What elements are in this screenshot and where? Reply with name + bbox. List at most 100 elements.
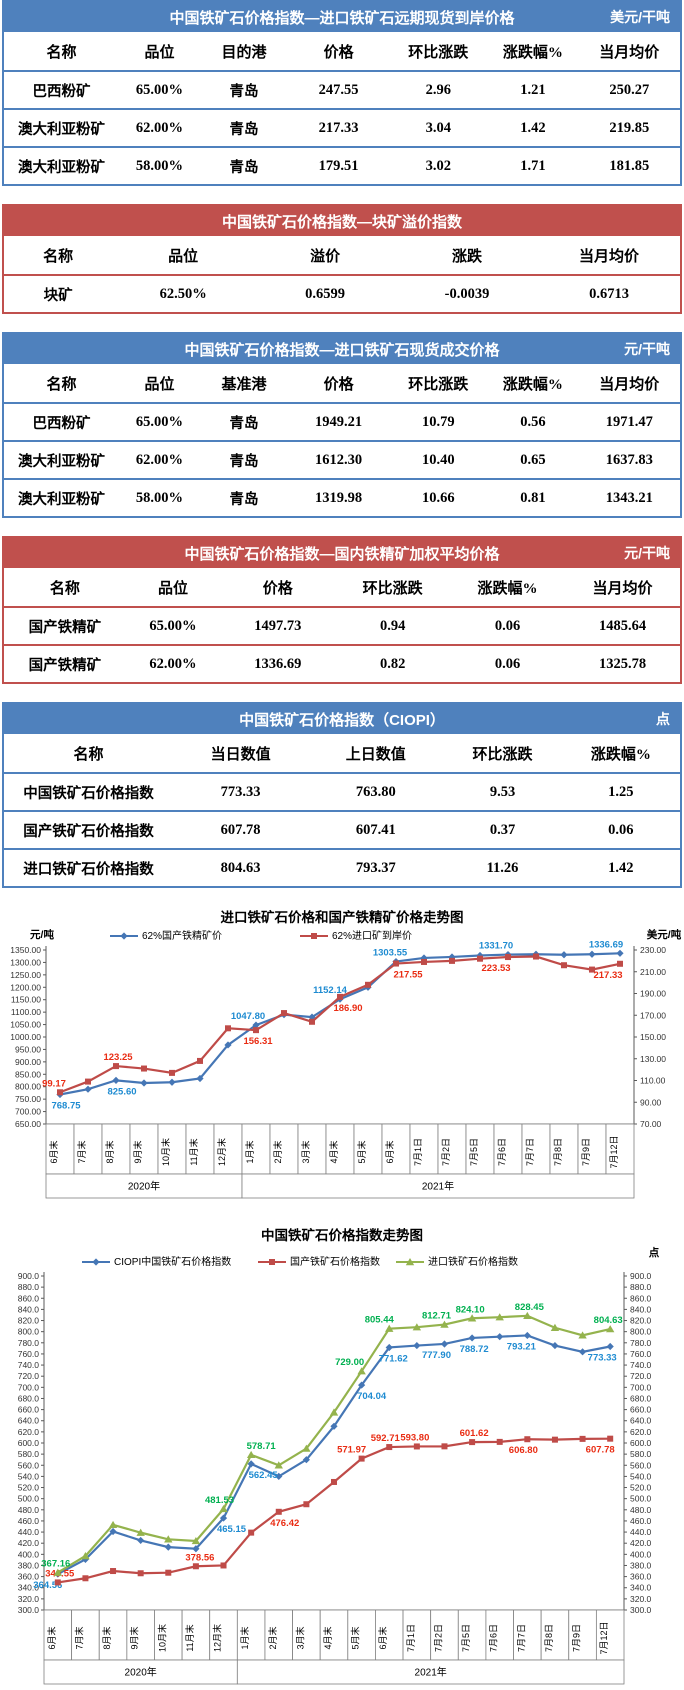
series-marker (469, 1439, 476, 1446)
price-table: 名称 品位 价格 环比涨跌 涨跌幅% 当月均价 国产铁精矿 65.00% 1497.73 0.94… (4, 568, 680, 682)
series-marker (440, 1320, 449, 1328)
right-axis-unit: 点 (649, 1246, 660, 1259)
table-domestic-concentrate-weighted-price: 中国铁矿石价格指数—国内铁精矿加权平均价格 元/干吨 名称 品位 价格 环比涨跌 涨跌幅% 当… (2, 536, 682, 684)
table-title: 中国铁矿石价格指数—块矿溢价指数 (221, 213, 462, 231)
series-marker (197, 1057, 203, 1064)
left-axis-tick-label: 780.0 (18, 1338, 40, 1348)
data-label: 481.53 (205, 1495, 234, 1506)
data-label: 186.90 (333, 1003, 362, 1014)
x-axis-label: 3月末 (294, 1626, 305, 1649)
table-cell: 62.00% (125, 644, 221, 682)
left-axis-tick-label: 640.0 (18, 1416, 40, 1426)
header-row: 名称 品位 目的港 价格 环比涨跌 涨跌幅% 当月均价 (4, 32, 680, 71)
series-marker (92, 1258, 100, 1266)
left-axis-tick-label: 340.0 (18, 1583, 40, 1593)
left-axis-tick-label: 900.00 (15, 1057, 41, 1067)
table-cell: 澳大利亚粉矿 (4, 146, 119, 184)
table-cell: 1949.21 (287, 402, 390, 441)
left-axis-tick-label: 650.00 (15, 1119, 41, 1129)
right-axis-tick-label: 480.0 (630, 1505, 652, 1515)
series-marker (137, 1536, 145, 1545)
series-marker (302, 1444, 311, 1452)
left-axis-tick-label: 1050.00 (10, 1020, 41, 1030)
table-cell: 10.40 (389, 440, 488, 479)
series-marker (82, 1575, 89, 1582)
left-axis-tick-label: 300.0 (18, 1605, 40, 1615)
data-label: 578.71 (247, 1441, 277, 1452)
table-cell: 607.78 (173, 810, 309, 849)
series-marker (137, 1570, 144, 1577)
x-axis-label: 5月末 (356, 1140, 367, 1163)
series-marker (467, 1314, 477, 1322)
x-axis-cell (437, 1123, 467, 1175)
data-label: 805.44 (365, 1315, 395, 1326)
right-axis-tick-label: 660.0 (630, 1405, 652, 1415)
table-cell: 巴西粉矿 (4, 70, 119, 109)
x-axis-cell (241, 1123, 271, 1175)
left-axis-tick-label: 700.0 (18, 1382, 40, 1392)
table-title-band: 中国铁矿石价格指数—进口铁矿石现货成交价格 元/干吨 (4, 334, 680, 364)
legend-label: CIOPI中国铁矿石价格指数 (114, 1255, 231, 1268)
right-axis-tick-label: 170.00 (640, 1010, 666, 1020)
series-marker (533, 953, 539, 960)
price-table: 名称 品位 溢价 涨跌 当月均价 块矿 62.50% 0.6599 -0.0039 0.6713 (4, 236, 680, 312)
left-axis-tick-label: 1350.00 (10, 945, 41, 955)
series-marker (84, 1085, 92, 1093)
x-axis-label: 7月8日 (553, 1138, 563, 1166)
right-axis-tick-label: 540.0 (630, 1471, 652, 1481)
series-marker (311, 933, 317, 939)
series-marker (421, 958, 427, 965)
table-row: 国产铁精矿 62.00% 1336.69 0.82 0.06 1325.78 (4, 644, 680, 682)
column-header: 品位 (144, 376, 175, 393)
table-cell: 国产铁精矿 (4, 644, 126, 682)
x-axis-cell (129, 1123, 159, 1175)
x-axis-label: 7月2日 (433, 1624, 443, 1652)
column-header: 价格 (323, 376, 354, 393)
right-axis-tick-label: 760.0 (630, 1349, 652, 1359)
table-title-band: 中国铁矿石价格指数（CIOPI） 点 (4, 704, 680, 734)
legend-label: 62%进口矿到岸价 (332, 929, 412, 942)
table-cell: 793.37 (308, 848, 444, 886)
table-row: 澳大利亚粉矿 58.00% 青岛 179.51 3.02 1.71 181.85 (4, 146, 680, 184)
series-marker (496, 1438, 503, 1445)
table-cell: 607.41 (308, 810, 444, 849)
series-marker (449, 957, 455, 964)
column-header: 上日数值 (345, 746, 406, 763)
series-marker (468, 1334, 476, 1342)
table-row: 进口铁矿石价格指数 804.63 793.37 11.26 1.42 (4, 848, 680, 886)
table-cell: 青岛 (200, 108, 288, 147)
series-line (59, 952, 621, 1096)
left-axis-tick-label: 1150.00 (11, 995, 41, 1005)
series-marker (505, 954, 511, 961)
legend-item: 国产铁矿石价格指数 (258, 1255, 380, 1268)
x-axis-label: 7月9日 (581, 1138, 591, 1166)
series-line (59, 955, 621, 1094)
series-marker (269, 1259, 275, 1265)
series-marker (253, 1027, 259, 1034)
column-header: 名称 (46, 376, 77, 393)
data-label: 825.60 (107, 1086, 136, 1097)
left-axis-tick-label: 580.0 (18, 1449, 40, 1459)
series-marker (523, 1311, 532, 1320)
data-label: 607.78 (586, 1445, 615, 1456)
data-label: 601.62 (460, 1428, 489, 1439)
table-cell: 澳大利亚粉矿 (4, 478, 119, 516)
series-marker (252, 1021, 260, 1029)
x-axis-label: 7月1日 (406, 1624, 416, 1652)
left-axis-tick-label: 1100.00 (11, 1007, 41, 1017)
left-axis-tick-label: 800.0 (18, 1327, 40, 1337)
series-marker (607, 1435, 614, 1442)
table-row: 块矿 62.50% 0.6599 -0.0039 0.6713 (4, 274, 680, 312)
right-axis-tick-label: 380.0 (630, 1560, 652, 1570)
left-axis-tick-label: 700.00 (15, 1107, 41, 1117)
chart-title: 中国铁矿石价格指数走势图 (261, 1227, 423, 1243)
left-axis-tick-label: 950.00 (15, 1044, 41, 1054)
series-marker (281, 1010, 287, 1017)
series-marker (561, 962, 567, 969)
table-cell: 181.85 (578, 146, 680, 184)
x-axis-label: 4月末 (328, 1140, 339, 1163)
left-axis-tick-label: 850.00 (15, 1069, 41, 1079)
series-marker (337, 993, 343, 1000)
left-axis-tick-label: 740.0 (18, 1360, 40, 1370)
series-marker (393, 960, 399, 967)
